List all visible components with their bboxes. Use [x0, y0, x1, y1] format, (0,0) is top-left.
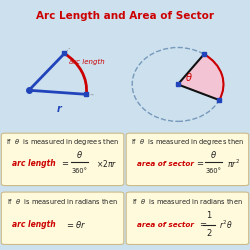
Text: =: = — [200, 220, 206, 229]
Text: If  $\theta$  is measured in radians then: If $\theta$ is measured in radians then — [7, 197, 118, 206]
Wedge shape — [178, 54, 224, 100]
Text: 1: 1 — [206, 211, 212, 220]
Text: $\theta$: $\theta$ — [76, 148, 83, 160]
Text: If  $\theta$  is measured in degrees then: If $\theta$ is measured in degrees then — [131, 137, 244, 147]
Text: $\pi r^2$: $\pi r^2$ — [227, 158, 240, 170]
Text: =: = — [62, 159, 68, 168]
Text: $\times 2\pi r$: $\times 2\pi r$ — [96, 158, 118, 169]
Text: $= \theta r$: $= \theta r$ — [65, 219, 86, 230]
FancyBboxPatch shape — [1, 133, 124, 186]
Text: 360°: 360° — [206, 168, 222, 174]
FancyBboxPatch shape — [1, 192, 124, 244]
Text: Arc Length and Area of Sector: Arc Length and Area of Sector — [36, 11, 214, 21]
Text: arc length: arc length — [12, 159, 56, 168]
Text: area of sector: area of sector — [137, 161, 194, 167]
Text: $\theta$: $\theta$ — [210, 148, 217, 160]
FancyBboxPatch shape — [126, 133, 249, 186]
Text: $r^2\theta$: $r^2\theta$ — [219, 218, 232, 231]
Text: arc length: arc length — [69, 59, 105, 66]
Text: If  $\theta$  is measured in radians then: If $\theta$ is measured in radians then — [132, 197, 243, 206]
FancyBboxPatch shape — [126, 192, 249, 244]
Text: arc length: arc length — [12, 220, 56, 229]
Text: 2: 2 — [206, 229, 212, 238]
Text: r: r — [56, 104, 61, 114]
Text: area of sector: area of sector — [137, 222, 194, 228]
Text: $\theta$: $\theta$ — [185, 71, 192, 83]
Text: If  $\theta$  is measured in degrees then: If $\theta$ is measured in degrees then — [6, 137, 119, 147]
Text: 360°: 360° — [71, 168, 87, 174]
Text: =: = — [196, 159, 203, 168]
